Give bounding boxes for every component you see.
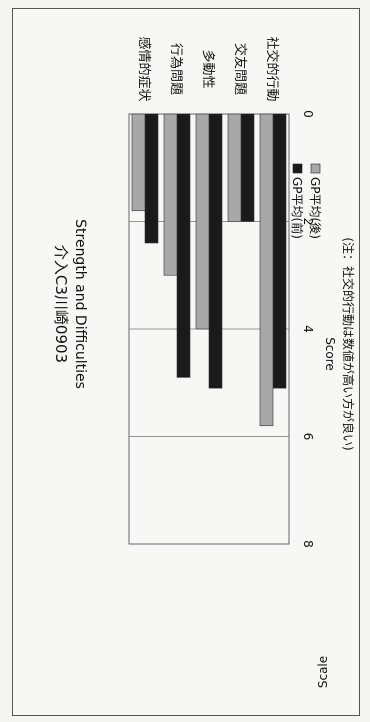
bar-before xyxy=(208,113,223,389)
category-label: 社交的行動 xyxy=(264,36,280,101)
bar-before xyxy=(144,113,159,244)
x-tick-labels: 0 2 4 6 8 xyxy=(301,110,315,548)
bar-after xyxy=(227,113,242,222)
x-tick-label: 0 xyxy=(301,110,315,118)
bar-before xyxy=(240,113,255,222)
bar-before xyxy=(176,113,191,378)
category-label: 感情的症状 xyxy=(136,36,152,101)
bars xyxy=(131,113,287,427)
x-tick-label: 8 xyxy=(301,540,315,548)
x-tick-label: 2 xyxy=(301,218,315,226)
bar-after xyxy=(195,113,210,330)
chart-frame: 0 2 4 6 8 社交的行動 交友問題 多動性 行為問題 感情的症状 介入C3川崎0903 S… xyxy=(12,8,360,716)
bar-before xyxy=(272,113,287,389)
legend-entry: GP平均(前) xyxy=(290,177,305,239)
bar-after xyxy=(259,113,274,427)
category-label: 多動性 xyxy=(200,49,216,88)
bar-after xyxy=(131,113,146,212)
legend-swatch xyxy=(292,163,303,174)
footnote: (注：社交的行動は数値が高い方が良い) xyxy=(341,237,356,450)
legend: GP平均(前) GP平均(後) xyxy=(290,163,322,239)
chart-title: 介入C3川崎0903 xyxy=(52,245,70,363)
legend-swatch xyxy=(310,163,321,174)
x-tick-label: 6 xyxy=(301,433,315,441)
chart-subtitle: Strength and Difficulties xyxy=(72,219,88,389)
y-axis-label: Scale xyxy=(316,656,330,688)
category-label: 交友問題 xyxy=(232,43,248,95)
legend-entry: GP平均(後) xyxy=(308,177,322,239)
x-tick-label: 4 xyxy=(301,325,315,333)
category-label: 行為問題 xyxy=(168,43,184,95)
x-axis-label: Score xyxy=(323,337,337,371)
bar-after xyxy=(163,113,178,276)
